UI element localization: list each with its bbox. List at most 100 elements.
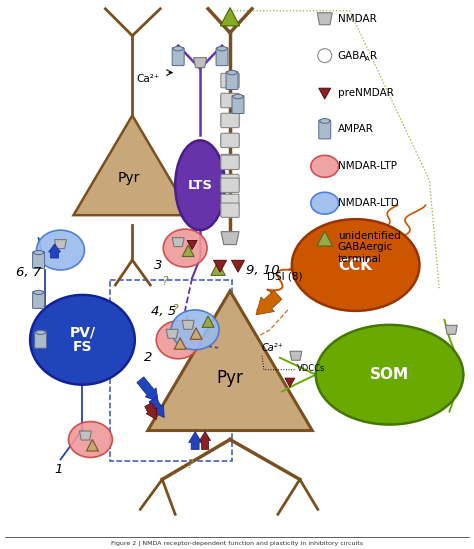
Text: NMDAR-LTP: NMDAR-LTP xyxy=(337,161,397,171)
Polygon shape xyxy=(221,232,239,245)
Ellipse shape xyxy=(316,325,463,424)
Text: PV/
FS: PV/ FS xyxy=(69,325,96,354)
FancyBboxPatch shape xyxy=(319,120,331,139)
Text: AMPAR: AMPAR xyxy=(337,125,374,135)
Circle shape xyxy=(318,49,332,63)
Ellipse shape xyxy=(163,229,207,267)
Text: Ca²⁺: Ca²⁺ xyxy=(262,343,283,353)
Text: NMDAR-LTD: NMDAR-LTD xyxy=(337,198,399,208)
FancyArrow shape xyxy=(189,432,201,450)
Text: 1: 1 xyxy=(55,463,63,476)
Text: VDCCs: VDCCs xyxy=(297,364,325,373)
Text: 3: 3 xyxy=(154,259,163,272)
Text: Pyr: Pyr xyxy=(217,369,244,386)
FancyArrow shape xyxy=(200,432,210,450)
FancyBboxPatch shape xyxy=(221,194,239,206)
FancyBboxPatch shape xyxy=(216,48,228,66)
Ellipse shape xyxy=(320,119,330,124)
Polygon shape xyxy=(174,338,186,349)
Polygon shape xyxy=(182,245,194,256)
Polygon shape xyxy=(285,378,295,387)
Text: GABA: GABA xyxy=(337,51,367,60)
Text: ?: ? xyxy=(187,458,193,471)
Polygon shape xyxy=(290,351,302,360)
FancyBboxPatch shape xyxy=(221,174,239,186)
Text: Ca²⁺: Ca²⁺ xyxy=(137,74,160,83)
Polygon shape xyxy=(190,328,202,339)
Ellipse shape xyxy=(311,192,339,214)
FancyBboxPatch shape xyxy=(35,332,46,348)
FancyArrow shape xyxy=(145,403,157,419)
FancyBboxPatch shape xyxy=(221,93,239,108)
FancyBboxPatch shape xyxy=(232,96,244,114)
Ellipse shape xyxy=(171,310,219,350)
FancyArrow shape xyxy=(137,377,158,402)
Polygon shape xyxy=(86,440,99,451)
FancyBboxPatch shape xyxy=(33,251,45,268)
Polygon shape xyxy=(187,240,197,249)
FancyBboxPatch shape xyxy=(221,115,239,126)
Ellipse shape xyxy=(34,250,44,255)
FancyArrow shape xyxy=(149,397,164,418)
Polygon shape xyxy=(172,238,184,247)
FancyBboxPatch shape xyxy=(221,74,239,88)
Polygon shape xyxy=(148,291,312,430)
FancyBboxPatch shape xyxy=(221,203,239,217)
FancyBboxPatch shape xyxy=(226,71,238,89)
FancyArrow shape xyxy=(256,290,282,315)
FancyBboxPatch shape xyxy=(221,94,239,107)
Text: DSI (8): DSI (8) xyxy=(267,272,302,282)
Text: 9, 10: 9, 10 xyxy=(246,264,280,277)
Text: Figure 2 | NMDA receptor-dependent function and plasticity in inhibitory circuit: Figure 2 | NMDA receptor-dependent funct… xyxy=(111,540,363,546)
Ellipse shape xyxy=(34,290,44,295)
Polygon shape xyxy=(211,262,225,276)
Ellipse shape xyxy=(30,295,135,385)
FancyBboxPatch shape xyxy=(221,113,239,127)
Text: preNMDAR: preNMDAR xyxy=(337,87,393,98)
Polygon shape xyxy=(220,8,239,26)
Ellipse shape xyxy=(292,219,419,311)
Text: R: R xyxy=(370,51,377,60)
FancyBboxPatch shape xyxy=(221,135,239,147)
Ellipse shape xyxy=(311,155,339,177)
Polygon shape xyxy=(317,231,333,246)
FancyBboxPatch shape xyxy=(221,178,239,193)
Polygon shape xyxy=(73,115,191,215)
Ellipse shape xyxy=(156,321,200,358)
Text: unidentified
GABAergic
terminal: unidentified GABAergic terminal xyxy=(337,231,401,264)
Text: ?: ? xyxy=(162,276,169,288)
FancyBboxPatch shape xyxy=(221,154,239,166)
Polygon shape xyxy=(319,88,331,99)
FancyBboxPatch shape xyxy=(172,48,184,66)
Ellipse shape xyxy=(217,47,227,51)
Polygon shape xyxy=(182,321,194,329)
Text: SOM: SOM xyxy=(370,367,409,382)
Ellipse shape xyxy=(36,230,84,270)
Polygon shape xyxy=(55,239,66,249)
Polygon shape xyxy=(446,326,457,334)
FancyBboxPatch shape xyxy=(221,133,239,148)
Text: ?: ? xyxy=(172,304,179,316)
Ellipse shape xyxy=(175,141,225,230)
Polygon shape xyxy=(80,431,91,440)
FancyArrow shape xyxy=(48,244,61,258)
Polygon shape xyxy=(193,58,207,68)
Text: CCK: CCK xyxy=(338,257,373,272)
FancyBboxPatch shape xyxy=(221,155,239,170)
Polygon shape xyxy=(213,260,227,272)
Text: Pyr: Pyr xyxy=(117,171,139,185)
Text: LTS: LTS xyxy=(188,179,213,192)
Ellipse shape xyxy=(36,330,46,334)
Ellipse shape xyxy=(173,47,183,51)
Text: NMDAR: NMDAR xyxy=(337,14,376,24)
Polygon shape xyxy=(231,260,245,272)
Polygon shape xyxy=(317,13,332,25)
Ellipse shape xyxy=(233,94,243,99)
Polygon shape xyxy=(166,329,178,338)
Text: 6, 7: 6, 7 xyxy=(16,266,41,278)
Ellipse shape xyxy=(227,70,237,75)
Polygon shape xyxy=(202,316,214,327)
Text: A: A xyxy=(365,55,369,61)
Text: 2: 2 xyxy=(144,351,153,364)
Text: 4, 5: 4, 5 xyxy=(151,305,176,318)
